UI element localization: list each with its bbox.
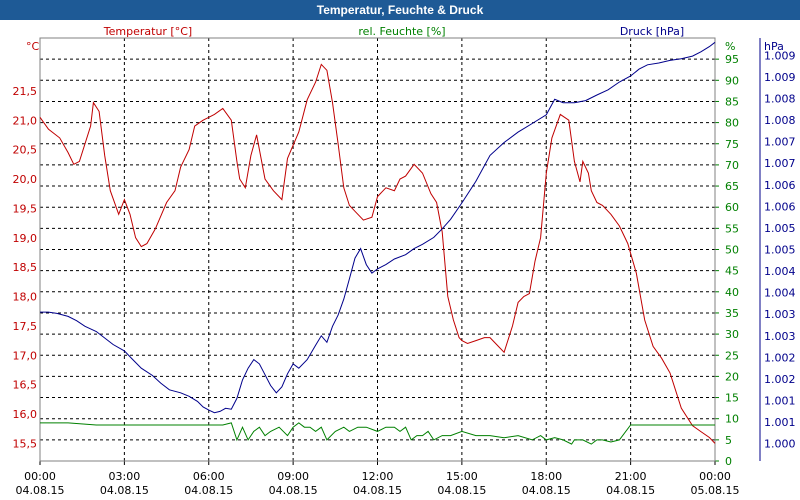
x-tick-time: 00:00 bbox=[699, 470, 731, 483]
x-tick-date: 04.08.15 bbox=[522, 484, 571, 497]
pressure-tick-label: 1.009 bbox=[764, 49, 796, 62]
pressure-tick-label: 1.002 bbox=[764, 351, 796, 364]
temperature-tick-label: 17,0 bbox=[13, 349, 38, 362]
temperature-tick-label: 16,0 bbox=[13, 408, 38, 421]
temperature-tick-label: 15,5 bbox=[13, 437, 38, 450]
humidity-tick-label: 15 bbox=[725, 392, 739, 405]
pressure-tick-label: 1.006 bbox=[764, 200, 796, 213]
temperature-tick-label: 19,5 bbox=[13, 202, 38, 215]
x-tick-date: 04.08.15 bbox=[437, 484, 486, 497]
humidity-tick-label: 50 bbox=[725, 244, 739, 257]
humidity-tick-label: 35 bbox=[725, 307, 739, 320]
x-tick-time: 03:00 bbox=[109, 470, 141, 483]
humidity-tick-label: 5 bbox=[725, 434, 732, 447]
pressure-tick-label: 1.008 bbox=[764, 92, 796, 105]
x-tick-time: 06:00 bbox=[193, 470, 225, 483]
pressure-tick-label: 1.005 bbox=[764, 244, 796, 257]
series-line-humidity bbox=[40, 422, 715, 445]
pressure-tick-label: 1.001 bbox=[764, 395, 796, 408]
pressure-tick-label: 1.007 bbox=[764, 157, 796, 170]
temperature-tick-label: 18,5 bbox=[13, 261, 38, 274]
x-tick-time: 18:00 bbox=[530, 470, 562, 483]
humidity-tick-label: 0 bbox=[725, 455, 732, 468]
pressure-tick-label: 1.004 bbox=[764, 287, 796, 300]
humidity-tick-label: 85 bbox=[725, 95, 739, 108]
series-line-pressure bbox=[40, 41, 716, 414]
x-tick-time: 15:00 bbox=[446, 470, 478, 483]
humidity-tick-label: 40 bbox=[725, 286, 739, 299]
pressure-tick-label: 1.001 bbox=[764, 416, 796, 429]
humidity-tick-label: 60 bbox=[725, 201, 739, 214]
humidity-tick-label: 75 bbox=[725, 138, 739, 151]
humidity-tick-label: 30 bbox=[725, 328, 739, 341]
humidity-tick-label: 65 bbox=[725, 180, 739, 193]
pressure-tick-label: 1.005 bbox=[764, 222, 796, 235]
plot-frame bbox=[39, 37, 716, 462]
temperature-tick-label: 21,0 bbox=[13, 114, 38, 127]
temperature-tick-label: 16,5 bbox=[13, 379, 38, 392]
temperature-tick-label: 20,5 bbox=[13, 144, 38, 157]
gridlines bbox=[39, 38, 761, 465]
humidity-tick-label: 90 bbox=[725, 74, 739, 87]
humidity-tick-label: 25 bbox=[725, 349, 739, 362]
x-tick-date: 04.08.15 bbox=[269, 484, 318, 497]
x-tick-date: 05.08.15 bbox=[691, 484, 740, 497]
humidity-axis-title: rel. Feuchte [%] bbox=[358, 25, 445, 38]
temperature-tick-label: 21,5 bbox=[13, 85, 38, 98]
pressure-tick-label: 1.009 bbox=[764, 71, 796, 84]
humidity-tick-label: 20 bbox=[725, 370, 739, 383]
pressure-tick-label: 1.006 bbox=[764, 179, 796, 192]
x-tick-time: 21:00 bbox=[615, 470, 647, 483]
x-tick-time: 00:00 bbox=[24, 470, 56, 483]
pressure-tick-label: 1.004 bbox=[764, 265, 796, 278]
window-title: Temperatur, Feuchte & Druck bbox=[0, 0, 800, 20]
temperature-tick-label: 17,5 bbox=[13, 320, 38, 333]
pressure-unit-label: hPa bbox=[764, 40, 784, 53]
humidity-tick-label: 45 bbox=[725, 265, 739, 278]
x-tick-date: 04.08.15 bbox=[100, 484, 149, 497]
temperature-tick-label: 20,0 bbox=[13, 173, 38, 186]
x-tick-date: 04.08.15 bbox=[16, 484, 65, 497]
humidity-tick-label: 70 bbox=[725, 159, 739, 172]
x-tick-date: 04.08.15 bbox=[606, 484, 655, 497]
series-group bbox=[39, 41, 716, 445]
pressure-tick-label: 1.007 bbox=[764, 136, 796, 149]
temperature-tick-label: 18,0 bbox=[13, 291, 38, 304]
x-tick-time: 09:00 bbox=[277, 470, 309, 483]
humidity-unit-label: % bbox=[725, 40, 735, 53]
series-line-temperature bbox=[39, 63, 716, 444]
x-tick-time: 12:00 bbox=[362, 470, 394, 483]
temperature-unit-label: °C bbox=[26, 40, 40, 53]
humidity-tick-label: 80 bbox=[725, 117, 739, 130]
pressure-tick-label: 1.008 bbox=[764, 114, 796, 127]
humidity-tick-label: 55 bbox=[725, 222, 739, 235]
x-tick-date: 04.08.15 bbox=[184, 484, 233, 497]
x-tick-date: 04.08.15 bbox=[353, 484, 402, 497]
temperature-tick-label: 19,0 bbox=[13, 232, 38, 245]
pressure-tick-label: 1.003 bbox=[764, 308, 796, 321]
pressure-tick-label: 1.003 bbox=[764, 330, 796, 343]
temperature-axis-title: Temperatur [°C] bbox=[103, 25, 192, 38]
humidity-tick-label: 10 bbox=[725, 413, 739, 426]
axis-labels: 00:0004.08.1503:0004.08.1506:0004.08.150… bbox=[13, 25, 796, 497]
humidity-tick-label: 95 bbox=[725, 53, 739, 66]
pressure-tick-label: 1.000 bbox=[764, 438, 796, 451]
pressure-tick-label: 1.002 bbox=[764, 373, 796, 386]
pressure-axis-title: Druck [hPa] bbox=[620, 25, 684, 38]
